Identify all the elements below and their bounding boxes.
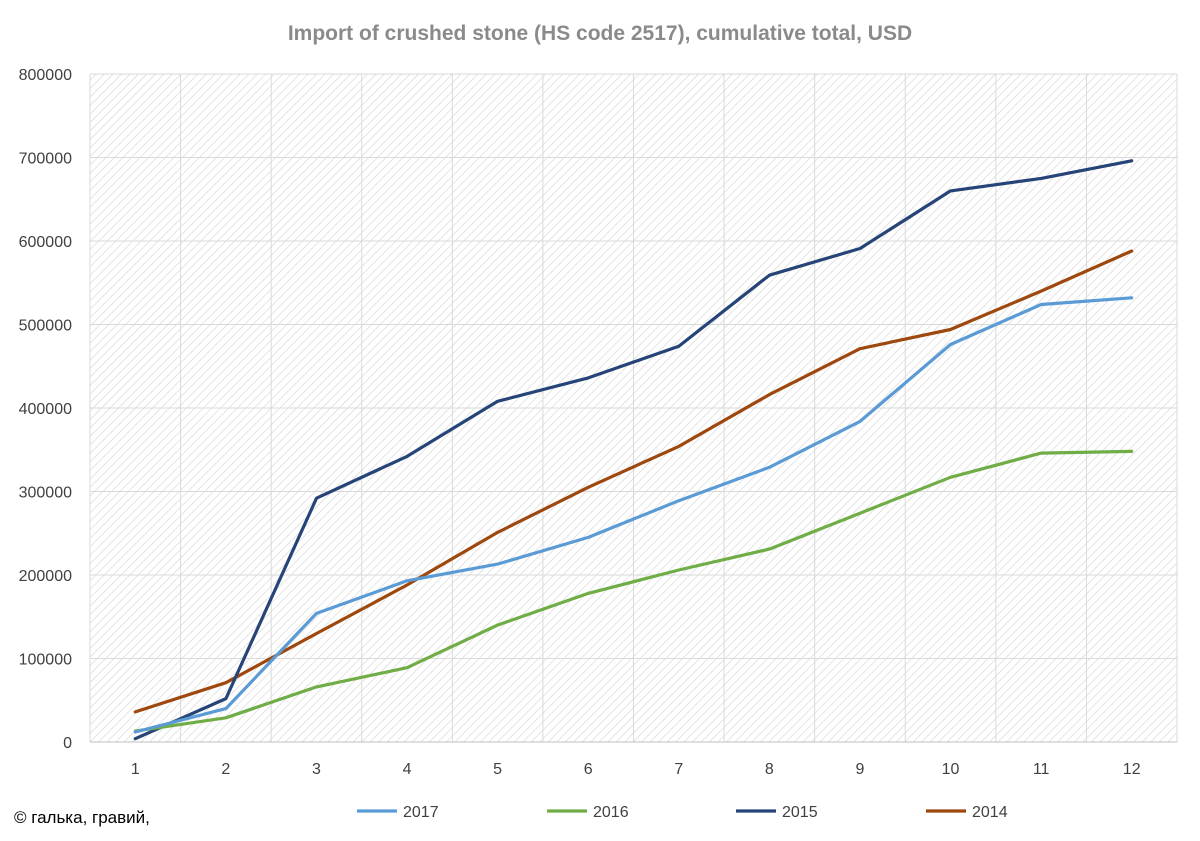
x-axis: 1 2 3 4 5 6 7 8 9 10 11 12 xyxy=(131,761,1141,778)
x-tick-label: 10 xyxy=(942,761,960,778)
x-tick-label: 7 xyxy=(674,761,683,778)
x-tick-label: 12 xyxy=(1123,761,1141,778)
y-tick-label: 0 xyxy=(63,735,72,752)
x-tick-label: 2 xyxy=(221,761,230,778)
y-tick-label: 400000 xyxy=(19,401,72,418)
series-line-2015 xyxy=(133,159,1134,741)
series-line-2017 xyxy=(133,296,1134,734)
footer-note: © галька, гравий, xyxy=(14,808,150,827)
x-tick-label: 11 xyxy=(1033,761,1050,778)
legend-label-2016: 2016 xyxy=(593,804,629,821)
chart-title: Import of crushed stone (HS code 2517), … xyxy=(288,22,912,45)
x-tick-label: 4 xyxy=(403,761,412,778)
legend-label-2015: 2015 xyxy=(782,804,818,821)
y-tick-label: 500000 xyxy=(19,318,72,335)
y-tick-label: 600000 xyxy=(19,234,72,251)
legend: 2017 2016 2015 2014 xyxy=(357,804,1008,821)
y-tick-label: 300000 xyxy=(19,485,72,502)
x-tick-label: 5 xyxy=(493,761,502,778)
x-tick-label: 6 xyxy=(584,761,593,778)
x-tick-label: 1 xyxy=(131,761,140,778)
gridlines xyxy=(89,73,1178,743)
series-line-2014 xyxy=(133,249,1134,714)
series-lines xyxy=(133,159,1134,741)
y-axis: 0 100000 200000 300000 400000 500000 600000 700… xyxy=(19,67,72,752)
series-line-2016 xyxy=(133,449,1134,733)
x-tick-label: 8 xyxy=(765,761,774,778)
x-tick-label: 9 xyxy=(856,761,865,778)
x-tick-label: 3 xyxy=(312,761,321,778)
legend-label-2014: 2014 xyxy=(972,804,1008,821)
y-tick-label: 800000 xyxy=(19,67,72,84)
y-tick-label: 200000 xyxy=(19,568,72,585)
y-tick-label: 700000 xyxy=(19,151,72,168)
legend-label-2017: 2017 xyxy=(403,804,439,821)
y-tick-label: 100000 xyxy=(19,652,72,669)
